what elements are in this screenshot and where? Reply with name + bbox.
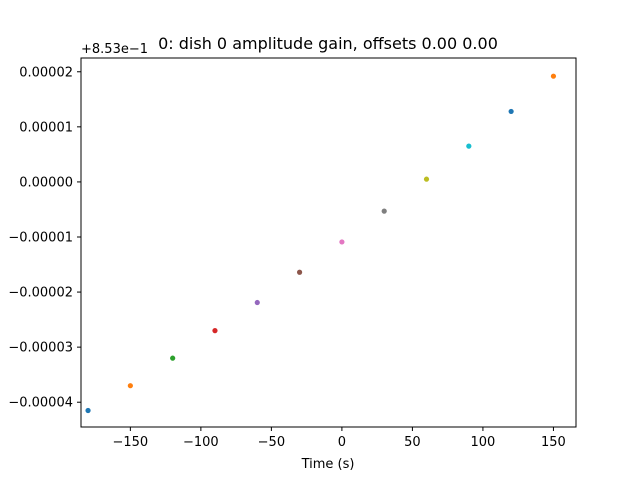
data-point-8 — [381, 208, 387, 214]
data-point-12 — [550, 73, 557, 79]
x-axis-ticks: −150 −100 −50 0 50 100 150 — [112, 427, 566, 450]
data-point-9 — [423, 176, 430, 182]
data-point-2 — [127, 383, 133, 389]
y-tick-label: −0.00001 — [8, 230, 73, 245]
axes-frame — [80, 57, 577, 428]
y-tick-label: 0.00000 — [19, 175, 73, 190]
data-point-1 — [85, 407, 91, 414]
y-tick-label: −0.00004 — [8, 396, 73, 411]
data-point-11 — [508, 108, 514, 115]
data-point-5 — [254, 299, 260, 306]
data-points — [85, 73, 557, 414]
data-point-3 — [170, 355, 176, 361]
x-tick-label: −150 — [112, 435, 148, 450]
plot-area: −150 −100 −50 0 50 100 150 0.000020.000010.000… — [8, 57, 577, 450]
y-tick-label: 0.00001 — [19, 120, 73, 135]
y-axis-ticks: 0.00002 0.00001 0.00000 −0.00001 −0.00002 −0.… — [8, 65, 81, 411]
x-tick-label: 100 — [471, 435, 496, 450]
x-axis-label: Time (s) — [301, 457, 355, 472]
data-point-6 — [296, 269, 303, 275]
y-axis-offset-label: +8.53e−1 — [81, 42, 148, 57]
y-tick-label: 0.00002 — [19, 65, 73, 80]
chart-title: 0: dish 0 amplitude gain, offsets 0.00 0… — [158, 34, 498, 53]
data-point-7 — [339, 239, 345, 245]
y-tick-label: −0.00003 — [8, 341, 73, 356]
x-tick-label: −100 — [183, 435, 219, 450]
x-tick-label: −50 — [258, 435, 285, 450]
y-tick-label: −0.00002 — [8, 286, 73, 301]
x-tick-label: 50 — [404, 435, 421, 450]
data-point-4 — [212, 328, 218, 334]
data-point-10 — [466, 143, 472, 149]
x-tick-label: 0 — [338, 435, 346, 450]
x-tick-label: 150 — [541, 435, 566, 450]
